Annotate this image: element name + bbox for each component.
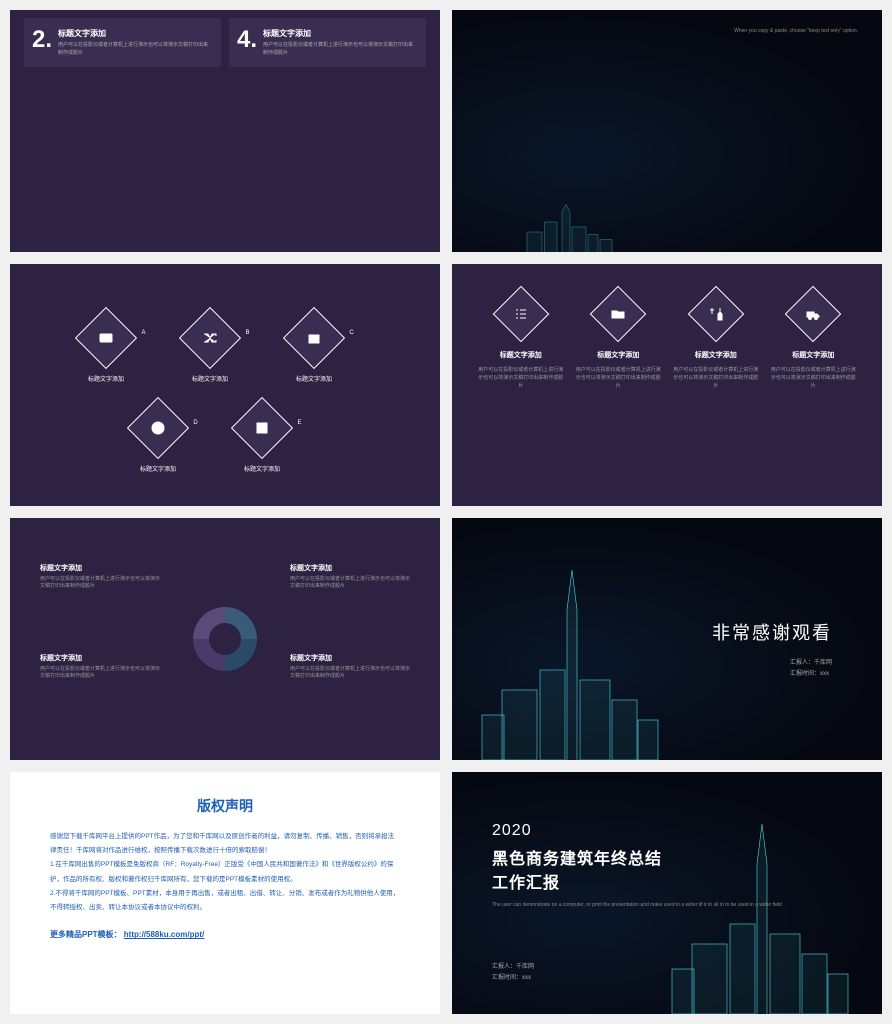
diamond-shape	[687, 286, 744, 343]
diamond-body: 用户可以在投影仪或者计算机上进行演示也可以将演示文稿打印出来制作成胶片	[765, 366, 863, 390]
diamond-shape: C	[283, 307, 345, 369]
caption-text: When you copy & paste, choose "keep text…	[734, 28, 858, 34]
diamond-body: 用户可以在投影仪或者计算机上进行演示也可以将演示文稿打印出来制作成胶片	[667, 366, 765, 390]
block-title: 标题文字添加	[263, 28, 418, 39]
diamond-letter: E	[297, 420, 301, 426]
shuffle-icon	[202, 330, 218, 346]
tools-icon	[708, 306, 724, 322]
diamond-label: 标题文字添加	[136, 464, 180, 473]
diamond-item-d: D标题文字添加	[136, 406, 180, 473]
donut-chart	[185, 599, 265, 679]
copyright-body: 感谢您下载千库网平台上提供的PPT作品，为了您和千库网以及原创作者的利益，请勿复…	[50, 830, 400, 916]
diamond-col: 标题文字添加用户可以在投影仪或者计算机上进行演示也可以将演示文稿打印出来制作成胶…	[472, 294, 570, 390]
diamond-letter: C	[349, 330, 353, 336]
truck-icon	[805, 306, 821, 322]
diamond-title: 标题文字添加	[667, 350, 765, 360]
cover-year: 2020	[492, 822, 532, 840]
diamond-title: 标题文字添加	[570, 350, 668, 360]
diamond-shape	[492, 286, 549, 343]
city-illustration	[472, 560, 672, 760]
diamond-letter: B	[245, 330, 249, 336]
diamond-shape: A	[75, 307, 137, 369]
donut-text-tl: 标题文字添加 用户可以在投影仪或者计算机上进行演示也可以将演示文稿打印出来制作成…	[40, 563, 160, 591]
slide-diamonds-5: A标题文字添加B标题文字添加C标题文字添加D标题文字添加E标题文字添加	[10, 264, 440, 506]
slide-donut: 标题文字添加 用户可以在投影仪或者计算机上进行演示也可以将演示文稿打印出来制作成…	[10, 518, 440, 760]
slide-city-caption: When you copy & paste, choose "keep text…	[452, 10, 882, 252]
ppt-link[interactable]: http://588ku.com/ppt/	[124, 930, 204, 939]
cover-title: 黑色商务建筑年终总结工作汇报	[492, 848, 662, 896]
diamond-shape: D	[127, 397, 189, 459]
block-body: 用户可以在投影仪或者计算机上进行演示也可以将演示文稿打印出来制作成胶片	[263, 42, 418, 57]
diamond-label: 标题文字添加	[84, 374, 128, 383]
city-illustration	[472, 202, 672, 252]
city-illustration	[662, 814, 862, 1014]
list-icon	[513, 306, 529, 322]
slide-numbered-blocks: 2. 标题文字添加 用户可以在投影仪或者计算机上进行演示也可以将演示文稿打印出来…	[10, 10, 440, 252]
cover-subtitle: The user can demonstrate on a computer, …	[492, 902, 782, 910]
num-block-2: 2. 标题文字添加 用户可以在投影仪或者计算机上进行演示也可以将演示文稿打印出来…	[24, 18, 221, 67]
donut-text-tr: 标题文字添加 用户可以在投影仪或者计算机上进行演示也可以将演示文稿打印出来制作成…	[290, 563, 410, 591]
diamond-col: 标题文字添加用户可以在投影仪或者计算机上进行演示也可以将演示文稿打印出来制作成胶…	[765, 294, 863, 390]
diamond-shape	[590, 286, 647, 343]
diamond-body: 用户可以在投影仪或者计算机上进行演示也可以将演示文稿打印出来制作成胶片	[570, 366, 668, 390]
diamond-title: 标题文字添加	[765, 350, 863, 360]
slide-copyright: 版权声明 感谢您下载千库网平台上提供的PPT作品，为了您和千库网以及原创作者的利…	[10, 772, 440, 1014]
donut-text-bl: 标题文字添加 用户可以在投影仪或者计算机上进行演示也可以将演示文稿打印出来制作成…	[40, 653, 160, 681]
diamond-body: 用户可以在投影仪或者计算机上进行演示也可以将演示文稿打印出来制作成胶片	[472, 366, 570, 390]
diamond-item-c: C标题文字添加	[292, 316, 336, 383]
diamond-title: 标题文字添加	[472, 350, 570, 360]
folder-icon	[610, 306, 626, 322]
copyright-title: 版权声明	[50, 796, 400, 816]
diamond-shape: B	[179, 307, 241, 369]
thankyou-meta: 汇报人：千库网 汇报时间：xxx	[790, 658, 832, 680]
donut-text-br: 标题文字添加 用户可以在投影仪或者计算机上进行演示也可以将演示文稿打印出来制作成…	[290, 653, 410, 681]
card-icon	[98, 330, 114, 346]
block-title: 标题文字添加	[58, 28, 213, 39]
slide-thankyou: 非常感谢观看 汇报人：千库网 汇报时间：xxx	[452, 518, 882, 760]
cover-meta: 汇报人：千库网 汇报时间：xxx	[492, 962, 534, 984]
diamond-shape: E	[231, 397, 293, 459]
layout-icon	[254, 420, 270, 436]
diamond-letter: A	[141, 330, 145, 336]
diamond-label: 标题文字添加	[188, 374, 232, 383]
block-number: 4.	[237, 28, 257, 52]
diamond-col: 标题文字添加用户可以在投影仪或者计算机上进行演示也可以将演示文稿打印出来制作成胶…	[570, 294, 668, 390]
thankyou-title: 非常感谢观看	[712, 619, 832, 645]
diamond-col: 标题文字添加用户可以在投影仪或者计算机上进行演示也可以将演示文稿打印出来制作成胶…	[667, 294, 765, 390]
box-icon	[306, 330, 322, 346]
block-body: 用户可以在投影仪或者计算机上进行演示也可以将演示文稿打印出来制作成胶片	[58, 42, 213, 57]
diamond-item-b: B标题文字添加	[188, 316, 232, 383]
diamond-label: 标题文字添加	[292, 374, 336, 383]
diamond-item-a: A标题文字添加	[84, 316, 128, 383]
diamond-letter: D	[193, 420, 197, 426]
num-block-4: 4. 标题文字添加 用户可以在投影仪或者计算机上进行演示也可以将演示文稿打印出来…	[229, 18, 426, 67]
slide-diamonds-4: 标题文字添加用户可以在投影仪或者计算机上进行演示也可以将演示文稿打印出来制作成胶…	[452, 264, 882, 506]
phone-icon	[150, 420, 166, 436]
diamond-label: 标题文字添加	[240, 464, 284, 473]
copyright-more: 更多精品PPT模板： http://588ku.com/ppt/	[50, 929, 400, 940]
diamond-shape	[785, 286, 842, 343]
block-number: 2.	[32, 28, 52, 52]
slide-cover: 2020 黑色商务建筑年终总结工作汇报 The user can demonst…	[452, 772, 882, 1014]
diamond-item-e: E标题文字添加	[240, 406, 284, 473]
